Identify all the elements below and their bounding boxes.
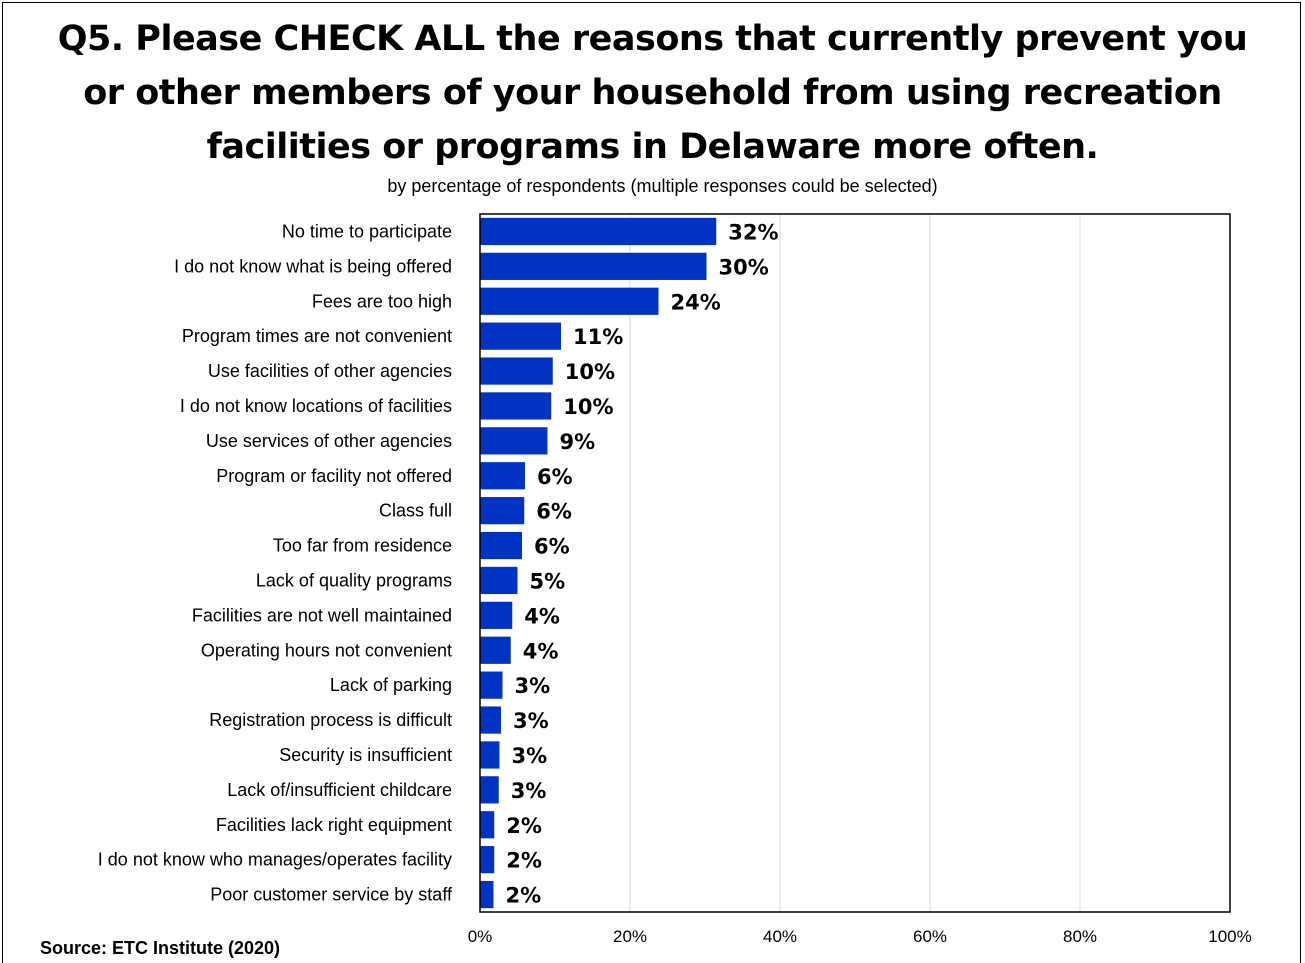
category-label: Program or facility not offered (216, 466, 452, 486)
value-label: 3% (512, 744, 548, 768)
tick-label: 20% (613, 927, 647, 946)
category-label: I do not know locations of facilities (180, 396, 452, 416)
category-label: Security is insufficient (279, 745, 452, 765)
category-label: Lack of parking (330, 675, 452, 695)
value-label: 6% (534, 535, 570, 559)
category-label: Facilities are not well maintained (192, 605, 452, 625)
bar (480, 322, 561, 350)
category-label: No time to participate (282, 221, 452, 241)
value-label: 24% (671, 290, 721, 314)
bar (480, 811, 495, 839)
tick-label: 80% (1063, 927, 1097, 946)
category-label: Poor customer service by staff (210, 885, 453, 905)
value-label: 9% (560, 430, 596, 454)
bar (480, 706, 501, 734)
bar (480, 217, 717, 246)
tick-label: 40% (763, 927, 797, 946)
category-label: Too far from residence (273, 536, 452, 556)
value-label: 10% (565, 360, 615, 384)
value-label: 2% (506, 849, 542, 873)
bar (480, 880, 494, 909)
category-label: Use services of other agencies (206, 431, 452, 451)
chart-subtitle: by percentage of respondents (multiple r… (387, 176, 938, 196)
bar (480, 287, 659, 315)
chart-title: Q5. Please CHECK ALL the reasons that cu… (57, 19, 1248, 167)
value-label: 6% (537, 465, 573, 489)
bar (480, 252, 707, 280)
value-label: 2% (506, 884, 542, 908)
category-label: I do not know who manages/operates facil… (98, 850, 452, 870)
bar (480, 741, 500, 769)
bar (480, 566, 518, 595)
tick-label: 60% (913, 927, 947, 946)
bar (480, 427, 548, 455)
bar (480, 357, 553, 385)
value-label: 6% (536, 500, 572, 524)
bar (480, 636, 511, 664)
value-label: 3% (511, 779, 547, 803)
tick-label: 100% (1208, 927, 1251, 946)
value-label: 2% (506, 814, 542, 838)
category-label: Fees are too high (312, 291, 452, 311)
value-label: 3% (513, 709, 549, 733)
value-label: 5% (530, 569, 566, 593)
bar (480, 601, 513, 629)
value-label: 10% (563, 395, 613, 419)
plot-border (479, 213, 1231, 913)
bar (480, 462, 525, 490)
bar (480, 497, 525, 525)
bar (480, 531, 522, 560)
category-label: Class full (379, 501, 452, 521)
category-label: I do not know what is being offered (174, 256, 452, 276)
category-label: Operating hours not convenient (201, 640, 452, 660)
category-label: Lack of quality programs (256, 570, 452, 590)
category-label: Registration process is difficult (209, 710, 452, 730)
value-label: 4% (523, 639, 559, 663)
bar (480, 392, 552, 420)
category-label: Use facilities of other agencies (208, 361, 452, 381)
bar (480, 776, 499, 804)
value-label: 11% (573, 325, 623, 349)
tick-label: 0% (468, 927, 493, 946)
source-note: Source: ETC Institute (2020) (40, 938, 281, 958)
value-label: 32% (728, 220, 778, 244)
value-label: 4% (524, 604, 560, 628)
value-label: 30% (719, 255, 769, 279)
value-label: 3% (515, 674, 551, 698)
category-label: Facilities lack right equipment (216, 815, 452, 835)
category-label: Lack of/insufficient childcare (227, 780, 452, 800)
bar (480, 671, 503, 699)
bar (480, 846, 495, 874)
category-label: Program times are not convenient (182, 326, 452, 346)
